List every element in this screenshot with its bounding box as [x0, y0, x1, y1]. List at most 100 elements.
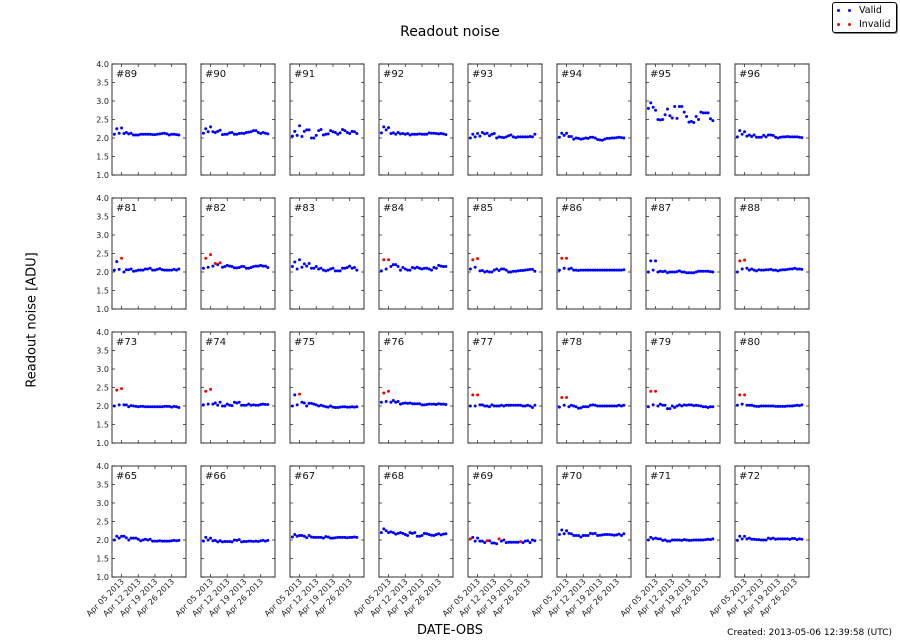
valid-point	[781, 135, 785, 139]
valid-point	[764, 404, 768, 408]
valid-point	[511, 403, 515, 407]
valid-point	[646, 538, 650, 542]
valid-point	[293, 260, 297, 264]
valid-point	[434, 532, 438, 536]
valid-point	[526, 135, 530, 139]
valid-point	[324, 405, 328, 409]
valid-point	[151, 539, 155, 543]
valid-point	[778, 135, 782, 139]
valid-point	[579, 535, 583, 539]
panel-frame	[467, 331, 543, 444]
valid-point	[329, 267, 333, 271]
panel-frame	[289, 197, 365, 310]
valid-point	[309, 535, 313, 539]
valid-point	[468, 267, 472, 271]
valid-point	[790, 135, 794, 139]
panel-frame	[556, 63, 632, 176]
valid-point	[131, 269, 135, 273]
y-tick-label: 3.5	[96, 79, 109, 88]
valid-point	[793, 266, 797, 270]
valid-point	[584, 268, 588, 272]
valid-point	[240, 131, 244, 135]
valid-point	[415, 265, 419, 269]
valid-point	[752, 133, 756, 137]
valid-point	[530, 538, 534, 542]
valid-point	[326, 405, 330, 409]
valid-point	[711, 270, 715, 274]
valid-point	[124, 130, 128, 134]
valid-point	[410, 132, 414, 136]
valid-point	[526, 268, 530, 272]
panel-frame	[289, 465, 365, 578]
valid-point	[430, 533, 434, 537]
valid-point	[324, 269, 328, 273]
valid-point	[706, 111, 710, 115]
valid-point	[740, 267, 744, 271]
valid-point	[766, 536, 770, 540]
valid-point	[745, 537, 749, 541]
valid-point	[598, 138, 602, 142]
valid-point	[685, 403, 689, 407]
valid-point	[473, 135, 477, 139]
valid-point	[576, 406, 580, 410]
valid-point	[146, 538, 150, 542]
valid-point	[663, 403, 667, 407]
valid-point	[408, 133, 412, 137]
valid-point	[581, 405, 585, 409]
valid-point	[735, 403, 739, 407]
valid-point	[658, 118, 662, 122]
valid-point	[654, 536, 658, 540]
valid-point	[336, 269, 340, 273]
valid-point	[680, 538, 684, 542]
valid-point	[237, 400, 241, 404]
valid-point	[204, 127, 208, 131]
valid-point	[379, 269, 383, 273]
valid-point	[338, 535, 342, 539]
valid-point	[598, 268, 602, 272]
valid-point	[600, 138, 604, 142]
valid-point	[160, 268, 164, 272]
valid-point	[617, 532, 621, 536]
valid-point	[220, 540, 224, 544]
valid-point	[615, 268, 619, 272]
valid-point	[314, 535, 318, 539]
valid-point	[689, 403, 693, 407]
valid-point	[165, 404, 169, 408]
valid-point	[247, 266, 251, 270]
valid-point	[526, 539, 530, 543]
valid-point	[656, 118, 660, 121]
valid-point	[131, 404, 135, 408]
legend-label-valid: Valid	[859, 4, 882, 16]
valid-point	[136, 268, 140, 272]
valid-point	[355, 405, 359, 409]
valid-point	[708, 538, 712, 542]
valid-point	[338, 405, 342, 409]
valid-point	[172, 404, 176, 408]
valid-point	[201, 539, 205, 543]
valid-point	[300, 265, 304, 269]
valid-point	[769, 267, 773, 271]
valid-point	[387, 126, 391, 130]
valid-point	[701, 111, 705, 115]
valid-point	[163, 268, 167, 272]
valid-point	[530, 267, 534, 271]
valid-point	[598, 404, 602, 408]
valid-point	[511, 135, 515, 139]
y-tick-label: 4.0	[96, 328, 109, 337]
valid-point	[240, 264, 244, 268]
valid-point	[586, 268, 590, 272]
valid-point	[422, 403, 426, 407]
valid-point	[345, 536, 349, 540]
valid-point	[519, 269, 523, 273]
valid-point	[786, 404, 790, 408]
valid-point	[490, 270, 494, 274]
valid-point	[350, 129, 354, 133]
valid-point	[427, 131, 431, 135]
valid-point	[256, 130, 260, 134]
valid-point	[341, 266, 345, 270]
valid-point	[598, 533, 602, 537]
valid-point	[793, 404, 797, 408]
valid-point	[309, 401, 313, 405]
valid-point	[216, 129, 220, 133]
valid-point	[499, 135, 503, 139]
